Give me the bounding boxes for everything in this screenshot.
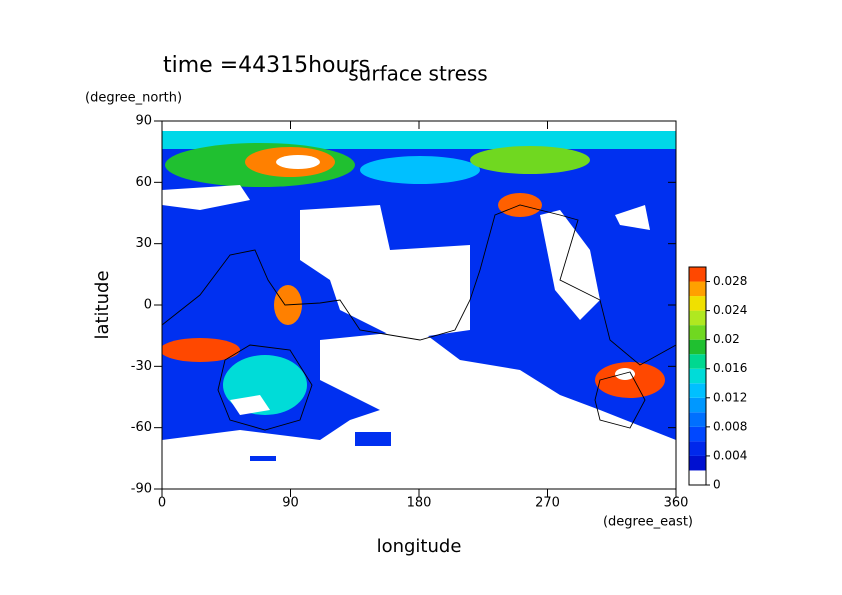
- colorbar-band: [689, 281, 706, 297]
- field-blob: [355, 432, 391, 446]
- y-tick-label: -90: [131, 482, 152, 497]
- x-tick-label: 90: [282, 496, 299, 511]
- field-blob: [360, 156, 480, 184]
- y-tick-label: 30: [135, 236, 152, 251]
- coastline: [217, 344, 313, 431]
- colorbar-tick-label: 0.016: [713, 361, 747, 375]
- coastline: [594, 371, 646, 429]
- colorbar-band: [689, 339, 706, 355]
- colorbar-frame: [688, 266, 707, 486]
- field-blob: [276, 155, 320, 169]
- field-hole: [615, 205, 650, 230]
- x-tick-label: 360: [664, 496, 689, 511]
- field-blob: [250, 456, 276, 461]
- colorbar-band: [689, 310, 706, 326]
- colorbar-band: [689, 368, 706, 384]
- field-blob: [615, 368, 635, 380]
- colorbar-band: [689, 267, 706, 282]
- field-blob: [162, 338, 240, 362]
- field-hole: [162, 185, 250, 210]
- colorbar-tick-label: 0.008: [713, 419, 747, 433]
- y-tick-label: -60: [131, 420, 152, 435]
- y-tick-label: -30: [131, 359, 152, 374]
- colorbar-band: [689, 441, 706, 456]
- field-blob: [470, 146, 590, 174]
- chart-title: surface stress: [348, 62, 487, 86]
- y-units: (degree_north): [85, 91, 182, 106]
- x-tick-label: 270: [535, 496, 560, 511]
- y-axis-label: latitude: [92, 270, 113, 339]
- field-hole: [162, 330, 676, 463]
- y-tick-label: 60: [135, 175, 152, 190]
- colorbar-tick-label: 0.028: [713, 274, 747, 288]
- x-units: (degree_east): [603, 515, 693, 530]
- contour-field: [162, 131, 676, 463]
- y-tick-label: 0: [144, 298, 152, 313]
- colorbar-band: [689, 470, 706, 485]
- colorbar-tick-label: 0.024: [713, 303, 747, 317]
- colorbar-tick-label: 0: [713, 478, 721, 492]
- subtitle: time =44315hours: [163, 53, 370, 78]
- colorbar-band: [689, 325, 706, 340]
- colorbar-band: [689, 426, 706, 442]
- x-axis-label: longitude: [377, 536, 462, 557]
- colorbar-band: [689, 397, 706, 413]
- colorbar-band: [689, 412, 706, 427]
- colorbar-tick-label: 0.02: [713, 332, 740, 346]
- colorbar-band: [689, 296, 706, 311]
- colorbar-tick-label: 0.012: [713, 390, 747, 404]
- x-tick-label: 0: [158, 496, 166, 511]
- field-blob: [595, 362, 665, 398]
- field-hole: [300, 205, 470, 340]
- y-tick-label: 90: [135, 114, 152, 129]
- coastline: [161, 204, 677, 366]
- colorbar-band: [689, 354, 706, 369]
- colorbar-band: [689, 383, 706, 398]
- field-hole: [230, 395, 270, 415]
- colorbar-band: [689, 455, 706, 471]
- colorbar-tick-label: 0.004: [713, 448, 747, 462]
- x-tick-label: 180: [407, 496, 432, 511]
